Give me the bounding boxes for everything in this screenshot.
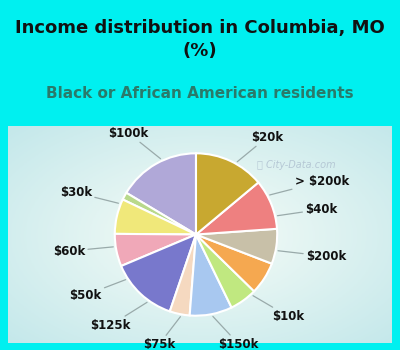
Wedge shape (196, 153, 258, 235)
Wedge shape (196, 234, 254, 308)
Text: $60k: $60k (53, 245, 113, 258)
Wedge shape (170, 234, 196, 315)
Text: $40k: $40k (278, 203, 338, 216)
Wedge shape (115, 199, 196, 234)
Text: $10k: $10k (253, 296, 304, 323)
Text: $50k: $50k (70, 280, 126, 301)
Text: $100k: $100k (108, 126, 160, 159)
Wedge shape (196, 182, 277, 234)
Text: $200k: $200k (278, 250, 346, 263)
Text: $20k: $20k (237, 131, 283, 162)
Text: $150k: $150k (213, 316, 259, 350)
Wedge shape (126, 153, 196, 235)
Wedge shape (115, 234, 196, 266)
Wedge shape (196, 234, 272, 291)
Text: Black or African American residents: Black or African American residents (46, 86, 354, 101)
Text: > $200k: > $200k (270, 175, 349, 195)
Text: Income distribution in Columbia, MO
(%): Income distribution in Columbia, MO (%) (15, 19, 385, 60)
Text: $125k: $125k (90, 302, 147, 332)
Wedge shape (190, 234, 232, 316)
Wedge shape (121, 234, 196, 312)
Text: $75k: $75k (143, 317, 180, 350)
Text: $30k: $30k (60, 186, 118, 203)
Wedge shape (123, 193, 196, 235)
Wedge shape (196, 229, 277, 264)
Text: ⓘ City-Data.com: ⓘ City-Data.com (257, 160, 335, 170)
